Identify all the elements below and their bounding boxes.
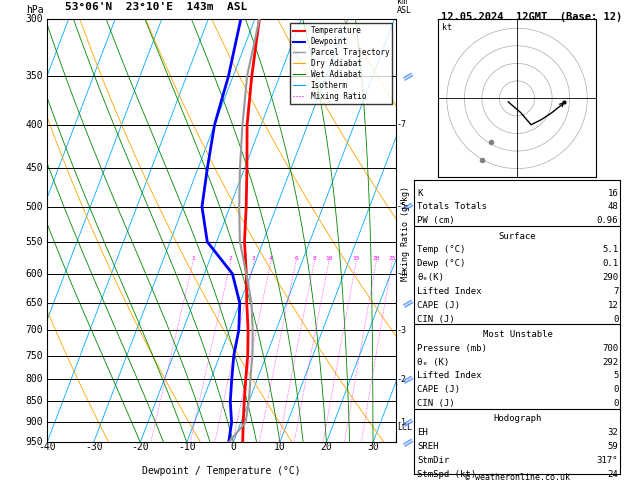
Text: © weatheronline.co.uk: © weatheronline.co.uk — [465, 473, 569, 482]
Text: 300: 300 — [25, 15, 43, 24]
Text: 600: 600 — [25, 269, 43, 278]
Text: Totals Totals: Totals Totals — [417, 203, 487, 211]
Text: -30: -30 — [85, 442, 103, 452]
Text: EH: EH — [417, 428, 428, 437]
Text: 0: 0 — [230, 442, 237, 452]
Text: 400: 400 — [25, 120, 43, 130]
Text: 1: 1 — [191, 256, 195, 261]
Text: 800: 800 — [25, 374, 43, 384]
Text: 700: 700 — [25, 325, 43, 335]
Text: Lifted Index: Lifted Index — [417, 371, 482, 381]
Text: 7: 7 — [613, 287, 618, 296]
Text: Hodograph: Hodograph — [494, 415, 542, 423]
Text: 32: 32 — [608, 428, 618, 437]
Text: 750: 750 — [25, 350, 43, 361]
Text: km
ASL: km ASL — [397, 0, 412, 15]
Text: ≡≡: ≡≡ — [401, 200, 416, 214]
Text: 10: 10 — [274, 442, 286, 452]
Text: kt: kt — [442, 23, 452, 32]
Text: StmSpd (kt): StmSpd (kt) — [417, 470, 476, 479]
Text: 16: 16 — [608, 189, 618, 198]
Text: ≡≡: ≡≡ — [401, 69, 416, 83]
Text: -3: -3 — [397, 326, 407, 335]
Text: -4: -4 — [397, 269, 407, 278]
Legend: Temperature, Dewpoint, Parcel Trajectory, Dry Adiabat, Wet Adiabat, Isotherm, Mi: Temperature, Dewpoint, Parcel Trajectory… — [290, 23, 392, 104]
Text: θₑ(K): θₑ(K) — [417, 273, 444, 282]
Text: 350: 350 — [25, 71, 43, 81]
Text: 12: 12 — [608, 301, 618, 310]
Text: 5.1: 5.1 — [602, 245, 618, 254]
Text: CIN (J): CIN (J) — [417, 314, 455, 324]
Text: 2: 2 — [229, 256, 233, 261]
Text: ≡≡: ≡≡ — [401, 435, 416, 450]
Text: LCL: LCL — [397, 423, 412, 432]
Text: 20: 20 — [321, 442, 332, 452]
Text: SREH: SREH — [417, 442, 438, 451]
Text: 0.1: 0.1 — [602, 259, 618, 268]
Text: 4: 4 — [269, 256, 273, 261]
Text: ≡≡: ≡≡ — [401, 372, 416, 386]
Text: 25: 25 — [389, 256, 396, 261]
Text: 6: 6 — [294, 256, 298, 261]
Text: hPa: hPa — [26, 5, 44, 15]
Text: 53°06'N  23°10'E  143m  ASL: 53°06'N 23°10'E 143m ASL — [65, 2, 247, 12]
Text: 20: 20 — [372, 256, 380, 261]
Text: 900: 900 — [25, 417, 43, 427]
Text: θₑ (K): θₑ (K) — [417, 358, 449, 366]
Text: 12.05.2024  12GMT  (Base: 12): 12.05.2024 12GMT (Base: 12) — [441, 12, 622, 22]
Text: -7: -7 — [397, 121, 407, 129]
Text: 650: 650 — [25, 298, 43, 308]
Text: 317°: 317° — [597, 456, 618, 465]
Text: 700: 700 — [602, 344, 618, 353]
Text: PW (cm): PW (cm) — [417, 216, 455, 226]
Text: 48: 48 — [608, 203, 618, 211]
Text: ≡≡: ≡≡ — [401, 415, 416, 430]
Text: ≡≡: ≡≡ — [401, 296, 416, 311]
Text: 10: 10 — [325, 256, 333, 261]
Text: 950: 950 — [25, 437, 43, 447]
Text: 0: 0 — [613, 385, 618, 394]
Text: CIN (J): CIN (J) — [417, 399, 455, 408]
Text: 292: 292 — [602, 358, 618, 366]
Text: K: K — [417, 189, 423, 198]
Text: 850: 850 — [25, 397, 43, 406]
Text: Temp (°C): Temp (°C) — [417, 245, 465, 254]
Text: StmDir: StmDir — [417, 456, 449, 465]
Text: 5: 5 — [613, 371, 618, 381]
Text: -10: -10 — [178, 442, 196, 452]
Text: CAPE (J): CAPE (J) — [417, 301, 460, 310]
Text: -1: -1 — [397, 418, 407, 427]
Text: 290: 290 — [602, 273, 618, 282]
Text: Surface: Surface — [499, 231, 537, 241]
Text: 3: 3 — [252, 256, 256, 261]
Text: Dewpoint / Temperature (°C): Dewpoint / Temperature (°C) — [142, 466, 301, 475]
Text: 0: 0 — [613, 399, 618, 408]
Text: -20: -20 — [131, 442, 149, 452]
Text: 0: 0 — [613, 314, 618, 324]
Text: -5: -5 — [397, 202, 407, 211]
Text: 24: 24 — [608, 470, 618, 479]
Text: 550: 550 — [25, 237, 43, 247]
Text: CAPE (J): CAPE (J) — [417, 385, 460, 394]
Text: 15: 15 — [352, 256, 360, 261]
Text: Pressure (mb): Pressure (mb) — [417, 344, 487, 353]
Text: 30: 30 — [367, 442, 379, 452]
Text: -2: -2 — [397, 375, 407, 384]
Text: Dewp (°C): Dewp (°C) — [417, 259, 465, 268]
Text: -40: -40 — [38, 442, 56, 452]
Text: 450: 450 — [25, 163, 43, 173]
Text: Most Unstable: Most Unstable — [482, 330, 553, 339]
Text: 500: 500 — [25, 202, 43, 212]
Text: Lifted Index: Lifted Index — [417, 287, 482, 296]
Text: 59: 59 — [608, 442, 618, 451]
Text: 8: 8 — [313, 256, 316, 261]
Text: 0.96: 0.96 — [597, 216, 618, 226]
Text: Mixing Ratio (g/kg): Mixing Ratio (g/kg) — [401, 186, 410, 281]
